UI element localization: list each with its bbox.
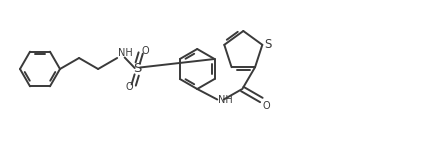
Text: O: O <box>125 82 132 92</box>
Text: O: O <box>141 46 149 56</box>
Text: NH: NH <box>217 95 232 105</box>
Text: S: S <box>133 62 141 75</box>
Text: S: S <box>263 38 271 51</box>
Text: O: O <box>262 101 269 111</box>
Text: NH: NH <box>118 48 132 57</box>
